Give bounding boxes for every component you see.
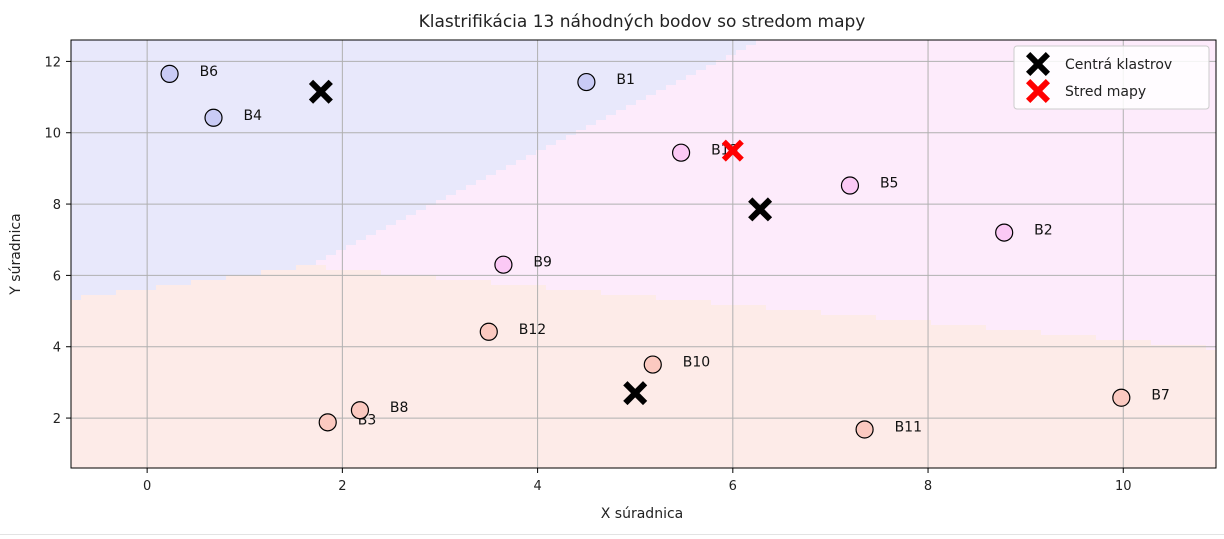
point-b10 bbox=[643, 355, 662, 374]
y-tick-label: 12 bbox=[44, 55, 61, 70]
bottom-divider bbox=[0, 534, 1224, 535]
point-label-b1: B1 bbox=[616, 72, 635, 88]
centroid-marker-1 bbox=[308, 79, 333, 104]
point-label-b12: B12 bbox=[519, 322, 546, 338]
point-label-b9: B9 bbox=[533, 255, 552, 271]
axes-border bbox=[70, 39, 1217, 469]
point-label-b6: B6 bbox=[200, 64, 219, 80]
point-b11 bbox=[855, 420, 874, 439]
x-tick-label: 2 bbox=[338, 479, 346, 494]
point-b12 bbox=[479, 322, 498, 341]
legend-marker-1 bbox=[1026, 52, 1050, 76]
point-b1 bbox=[577, 72, 596, 92]
y-tick-label: 2 bbox=[53, 412, 61, 427]
point-b9 bbox=[494, 255, 513, 274]
plot-frame bbox=[70, 39, 1217, 469]
legend-label-2: Stred mapy bbox=[1065, 84, 1146, 100]
point-b2 bbox=[995, 223, 1014, 242]
point-label-b10: B10 bbox=[683, 355, 710, 371]
x-tick-label: 8 bbox=[924, 479, 932, 494]
y-tick-label: 8 bbox=[53, 198, 61, 213]
centroid-marker-3 bbox=[623, 381, 648, 406]
point-b13 bbox=[671, 143, 691, 162]
x-tick-label: 4 bbox=[533, 479, 541, 494]
legend-marker-2 bbox=[1026, 79, 1050, 103]
point-label-b8: B8 bbox=[390, 400, 409, 416]
chart-title: Klastrifikácia 13 náhodných bodov so str… bbox=[419, 12, 866, 32]
legend: Centrá klastrov Stred mapy bbox=[1013, 45, 1210, 110]
y-tick-label: 10 bbox=[44, 127, 61, 142]
point-label-b4: B4 bbox=[244, 108, 263, 124]
y-tick-label: 6 bbox=[53, 269, 61, 284]
point-label-b11: B11 bbox=[895, 419, 922, 435]
point-label-b2: B2 bbox=[1034, 223, 1053, 239]
legend-label-1: Centrá klastrov bbox=[1065, 57, 1172, 73]
x-axis-label: X súradnica bbox=[601, 506, 683, 522]
point-label-b5: B5 bbox=[880, 176, 899, 192]
centroid-marker-2 bbox=[748, 197, 773, 222]
axis-ticks: 0 2 4 6 8 10 2 4 6 8 10 12 bbox=[44, 55, 1131, 494]
y-tick-label: 4 bbox=[53, 341, 61, 356]
x-tick-label: 6 bbox=[729, 479, 737, 494]
y-axis-label: Y súradnica bbox=[8, 213, 24, 295]
point-b4 bbox=[204, 108, 223, 127]
point-label-b7: B7 bbox=[1151, 388, 1170, 404]
point-b5 bbox=[840, 176, 860, 195]
point-b3 bbox=[318, 413, 337, 432]
point-b7 bbox=[1112, 388, 1131, 407]
legend-box bbox=[1013, 45, 1210, 110]
point-b6 bbox=[160, 64, 179, 83]
x-tick-label: 0 bbox=[143, 479, 151, 494]
grid bbox=[71, 40, 1216, 468]
x-tick-label: 10 bbox=[1115, 479, 1132, 494]
map-center-marker bbox=[721, 139, 744, 162]
point-b8 bbox=[350, 401, 370, 420]
